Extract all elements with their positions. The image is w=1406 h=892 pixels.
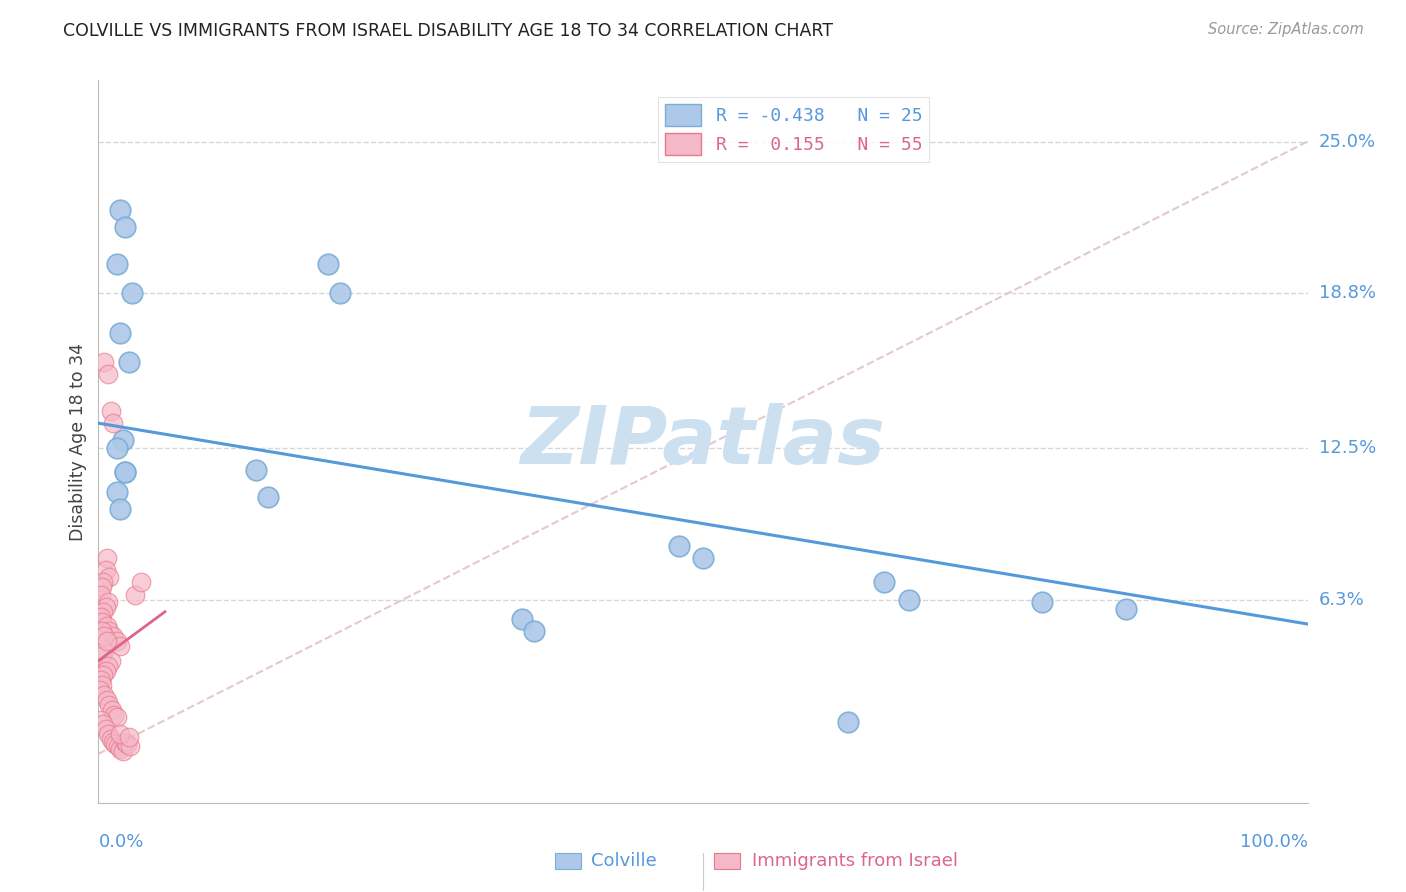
Point <box>100 654 122 668</box>
Point <box>105 634 128 648</box>
Point <box>93 688 115 702</box>
Point <box>117 737 139 751</box>
Point <box>97 727 120 741</box>
Point <box>105 484 128 499</box>
Point <box>100 732 122 747</box>
Point <box>510 612 533 626</box>
Text: 6.3%: 6.3% <box>1319 591 1364 608</box>
Point <box>111 434 134 448</box>
Point <box>107 739 129 754</box>
Point <box>668 539 690 553</box>
Point <box>97 367 120 381</box>
Point <box>90 609 112 624</box>
Text: 18.8%: 18.8% <box>1319 285 1375 302</box>
Point <box>103 707 125 722</box>
Point <box>91 624 114 639</box>
Bar <box>714 853 740 869</box>
Point <box>256 490 278 504</box>
Point <box>1115 602 1137 616</box>
Point <box>118 739 141 754</box>
Point <box>90 713 112 727</box>
Point <box>94 599 117 614</box>
Point <box>96 550 118 565</box>
Point <box>98 624 121 639</box>
Point <box>96 634 118 648</box>
Text: 100.0%: 100.0% <box>1240 833 1308 851</box>
Point <box>90 588 112 602</box>
Point <box>121 286 143 301</box>
Point <box>897 592 920 607</box>
Text: COLVILLE VS IMMIGRANTS FROM ISRAEL DISABILITY AGE 18 TO 34 CORRELATION CHART: COLVILLE VS IMMIGRANTS FROM ISRAEL DISAB… <box>63 22 834 40</box>
Point <box>114 220 136 235</box>
Point <box>91 668 114 682</box>
Text: Immigrants from Israel: Immigrants from Israel <box>752 852 959 870</box>
Point <box>114 465 136 479</box>
Point <box>129 575 152 590</box>
Point <box>94 723 117 737</box>
Point <box>101 629 124 643</box>
Point <box>97 658 120 673</box>
Point <box>108 727 131 741</box>
Point <box>108 639 131 653</box>
Point <box>105 441 128 455</box>
Point <box>108 326 131 340</box>
Point <box>108 203 131 218</box>
Point <box>105 257 128 271</box>
Point <box>114 465 136 479</box>
Point <box>108 742 131 756</box>
Legend: R = -0.438   N = 25, R =  0.155   N = 55: R = -0.438 N = 25, R = 0.155 N = 55 <box>658 96 929 162</box>
Point <box>105 710 128 724</box>
Text: Colville: Colville <box>591 852 657 870</box>
Point <box>96 619 118 633</box>
Point <box>104 737 127 751</box>
Point <box>93 629 115 643</box>
Text: 25.0%: 25.0% <box>1319 133 1376 151</box>
Point <box>101 734 124 748</box>
Point <box>91 580 114 594</box>
Bar <box>555 853 581 869</box>
Point <box>329 286 352 301</box>
Point <box>114 734 136 748</box>
Point <box>91 605 114 619</box>
Point <box>94 563 117 577</box>
Point <box>316 257 339 271</box>
Point <box>108 502 131 516</box>
Point <box>90 673 112 688</box>
Point <box>93 355 115 369</box>
Point <box>91 615 114 629</box>
Point <box>97 595 120 609</box>
Point <box>98 570 121 584</box>
Point <box>91 648 114 663</box>
Point <box>837 714 859 729</box>
Point <box>91 575 114 590</box>
Point <box>100 404 122 418</box>
Point <box>118 355 141 369</box>
Point <box>523 624 546 639</box>
Point <box>89 683 111 698</box>
Point <box>118 730 141 744</box>
Point <box>93 644 115 658</box>
Point <box>98 698 121 712</box>
Point <box>111 744 134 758</box>
Text: ZIPatlas: ZIPatlas <box>520 402 886 481</box>
Point <box>91 717 114 731</box>
Text: 0.0%: 0.0% <box>98 833 143 851</box>
Point <box>94 664 117 678</box>
Point <box>96 693 118 707</box>
Point <box>692 550 714 565</box>
Point <box>91 678 114 692</box>
Text: Source: ZipAtlas.com: Source: ZipAtlas.com <box>1208 22 1364 37</box>
Point <box>101 416 124 430</box>
Point <box>873 575 896 590</box>
Point <box>245 463 267 477</box>
Y-axis label: Disability Age 18 to 34: Disability Age 18 to 34 <box>69 343 87 541</box>
Text: 12.5%: 12.5% <box>1319 439 1376 457</box>
Point <box>100 703 122 717</box>
Point <box>124 588 146 602</box>
Point <box>1031 595 1053 609</box>
